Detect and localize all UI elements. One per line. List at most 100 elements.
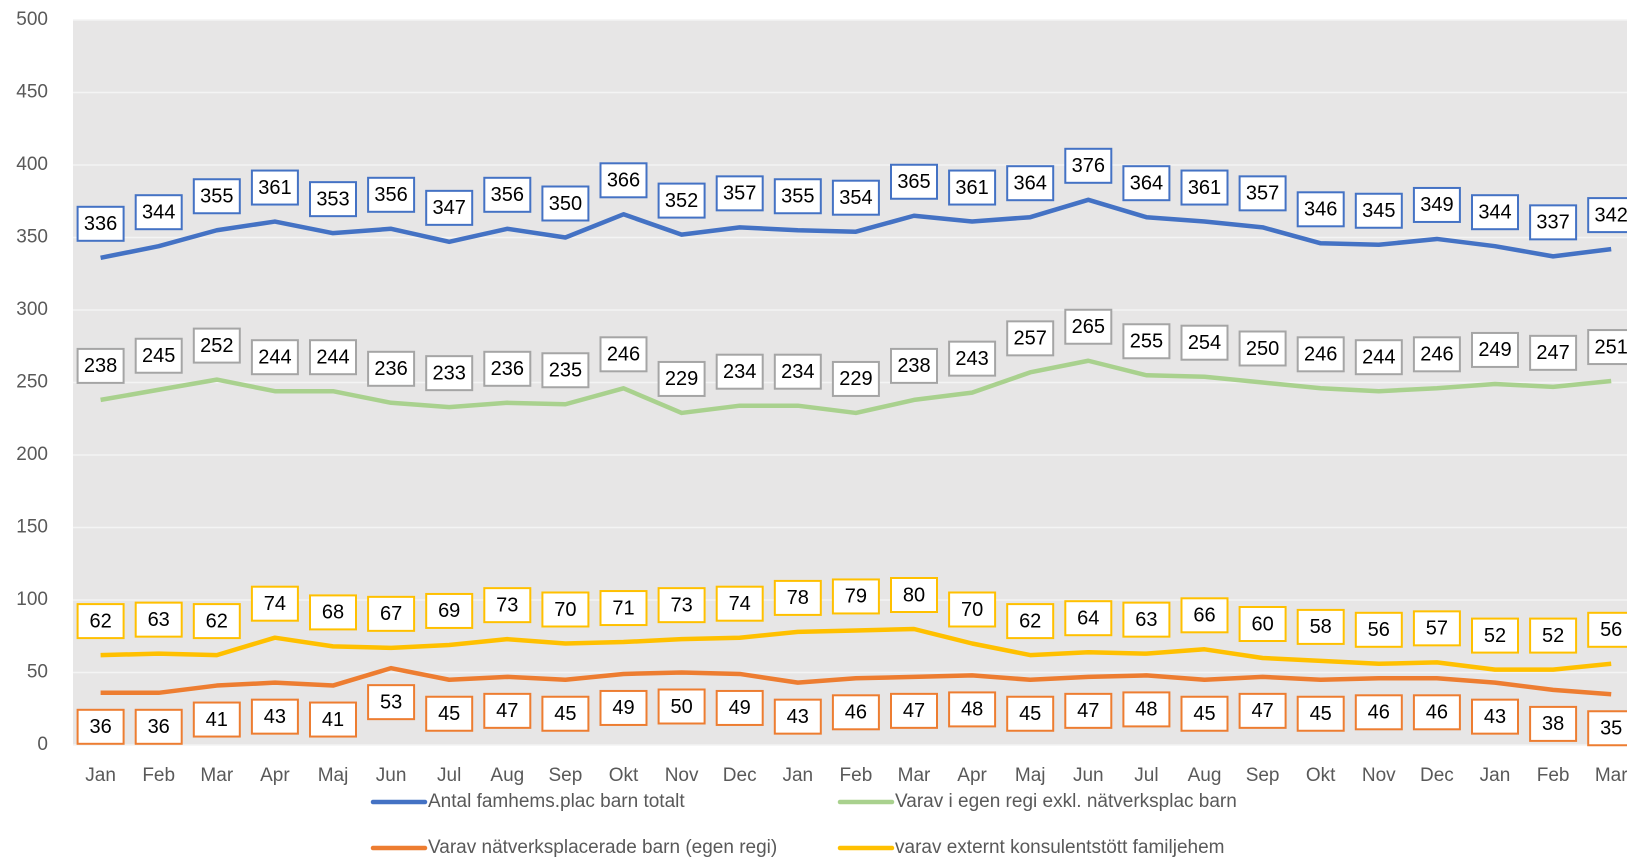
label-box xyxy=(1587,197,1627,234)
label-box xyxy=(309,181,357,218)
label-box xyxy=(890,577,938,613)
data-label: 62 xyxy=(89,610,111,632)
data-label: 78 xyxy=(787,587,809,609)
label-box xyxy=(1238,692,1287,729)
y-tick-label: 50 xyxy=(27,662,48,683)
data-label: 43 xyxy=(1484,706,1506,728)
y-tick-label: 400 xyxy=(16,154,48,175)
data-label: 238 xyxy=(897,355,930,377)
label-box xyxy=(76,347,125,384)
data-label: 364 xyxy=(1014,172,1047,194)
label-box xyxy=(483,587,532,624)
label-box xyxy=(1122,691,1171,728)
label-box xyxy=(76,708,125,745)
data-label: 36 xyxy=(89,716,111,738)
data-label: 48 xyxy=(961,699,983,721)
label-box xyxy=(541,352,590,389)
legend-label: varav externt konsulentstött familjehem xyxy=(895,837,1225,858)
label-box xyxy=(1122,165,1171,202)
data-label: 352 xyxy=(665,190,698,212)
label-box xyxy=(1296,336,1345,373)
data-label: 234 xyxy=(723,361,756,383)
data-label: 62 xyxy=(1019,610,1041,632)
data-label: 243 xyxy=(955,348,988,370)
data-label: 376 xyxy=(1072,155,1105,177)
label-box xyxy=(541,695,590,732)
data-label: 251 xyxy=(1595,336,1627,358)
data-label: 342 xyxy=(1595,204,1627,226)
data-label: 349 xyxy=(1420,194,1453,216)
data-label: 58 xyxy=(1310,616,1332,638)
x-tick-label: Mar xyxy=(1595,765,1627,786)
data-label: 345 xyxy=(1362,200,1395,222)
label-box xyxy=(831,360,880,397)
x-tick-label: Dec xyxy=(1420,765,1454,786)
data-label: 246 xyxy=(1420,344,1453,366)
label-box xyxy=(1238,606,1287,642)
data-label: 236 xyxy=(491,358,524,380)
label-box xyxy=(309,594,357,631)
x-tick-label: Feb xyxy=(840,765,873,786)
legend-label: Antal famhems.plac barn totalt xyxy=(428,791,685,812)
label-box xyxy=(1064,600,1113,637)
label-box xyxy=(250,585,299,622)
y-tick-label: 150 xyxy=(16,517,48,538)
data-label: 66 xyxy=(1193,605,1215,627)
label-box xyxy=(1006,320,1055,357)
label-box xyxy=(1529,334,1578,371)
data-label: 47 xyxy=(903,700,925,722)
data-label: 336 xyxy=(84,213,117,235)
label-box xyxy=(134,337,183,374)
label-box xyxy=(890,163,938,200)
data-label: 53 xyxy=(380,691,402,713)
label-box xyxy=(1529,705,1578,742)
x-tick-label: Apr xyxy=(260,765,290,786)
x-tick-label: Dec xyxy=(723,765,757,786)
label-box xyxy=(1412,610,1461,647)
data-label: 45 xyxy=(1310,703,1332,725)
data-label: 235 xyxy=(549,360,582,382)
label-box xyxy=(773,698,822,735)
label-box xyxy=(1529,617,1578,654)
data-label: 73 xyxy=(496,594,518,616)
x-tick-label: Jun xyxy=(376,765,407,786)
label-box xyxy=(250,169,299,206)
label-box xyxy=(483,692,532,729)
data-label: 356 xyxy=(491,184,524,206)
data-label: 364 xyxy=(1130,172,1163,194)
x-tick-label: Maj xyxy=(318,765,349,786)
label-box xyxy=(541,185,590,222)
data-label: 49 xyxy=(729,697,751,719)
data-label: 366 xyxy=(607,170,640,192)
label-box xyxy=(483,176,532,213)
data-label: 355 xyxy=(200,186,233,208)
data-label: 45 xyxy=(1193,703,1215,725)
data-label: 62 xyxy=(206,610,228,632)
label-box xyxy=(715,353,764,390)
data-label: 361 xyxy=(1188,177,1221,199)
label-box xyxy=(1296,191,1345,228)
data-label: 47 xyxy=(1077,700,1099,722)
label-box xyxy=(1122,323,1171,360)
x-tick-label: Jan xyxy=(85,765,116,786)
series-line xyxy=(100,358,1612,416)
data-label: 357 xyxy=(1246,183,1279,205)
label-box xyxy=(1529,204,1578,241)
data-label: 52 xyxy=(1484,625,1506,647)
label-box xyxy=(192,603,241,640)
label-box xyxy=(1006,695,1055,732)
x-tick-label: Feb xyxy=(142,765,175,786)
data-label: 252 xyxy=(200,335,233,357)
label-box xyxy=(1354,339,1403,376)
data-label: 255 xyxy=(1130,331,1163,353)
data-label: 45 xyxy=(1019,703,1041,725)
label-box xyxy=(309,701,357,738)
data-label: 347 xyxy=(433,197,466,219)
data-label: 238 xyxy=(84,355,117,377)
data-label: 244 xyxy=(316,346,349,368)
data-label: 48 xyxy=(1135,699,1157,721)
legend-label: Varav i egen regi exkl. nätverksplac bar… xyxy=(895,791,1237,812)
data-label: 41 xyxy=(322,709,344,731)
label-box xyxy=(1412,186,1461,223)
